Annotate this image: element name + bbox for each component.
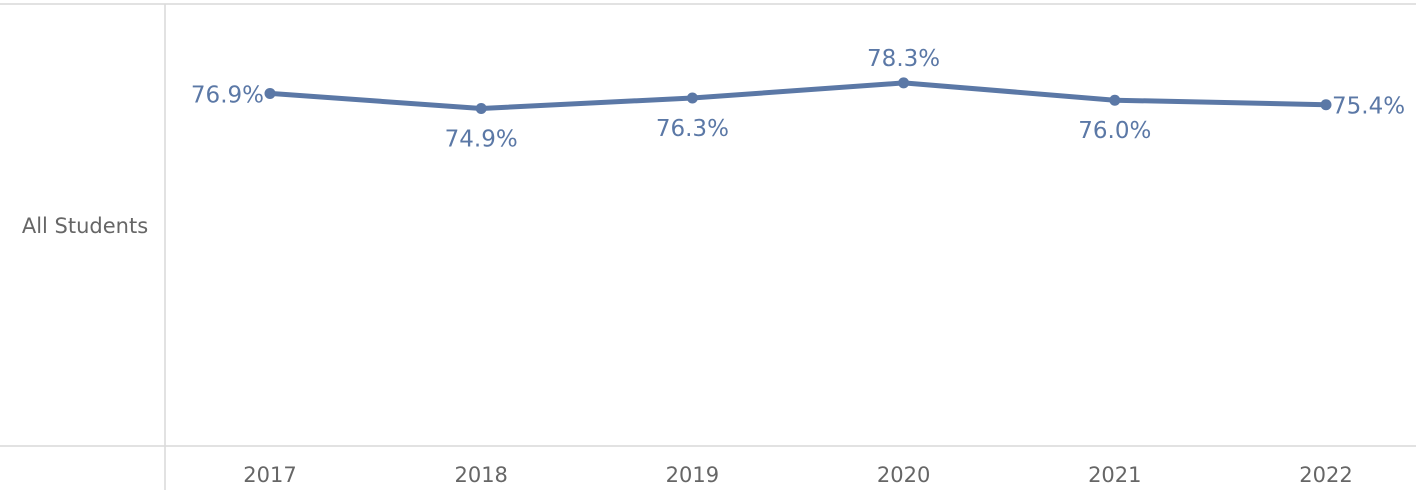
x-tick-label: 2021 xyxy=(1088,463,1141,487)
data-point xyxy=(475,102,487,114)
data-point xyxy=(1320,99,1332,111)
x-tick-label: 2018 xyxy=(454,463,507,487)
data-point xyxy=(1109,94,1121,106)
data-label: 76.3% xyxy=(656,116,729,142)
x-tick-label: 2017 xyxy=(243,463,296,487)
chart-marks: 76.9% 2017 74.9% 2018 76.3% 2019 78.3% 2020 76.0… xyxy=(191,46,1405,487)
x-tick-label: 2022 xyxy=(1299,463,1352,487)
data-label: 78.3% xyxy=(867,46,940,72)
row-label: All Students xyxy=(22,214,148,238)
x-tick-label: 2019 xyxy=(666,463,719,487)
series-line xyxy=(267,80,1329,111)
data-point xyxy=(898,77,910,89)
data-point xyxy=(264,87,276,99)
x-tick-label: 2020 xyxy=(877,463,930,487)
data-label: 74.9% xyxy=(445,126,518,152)
data-label: 75.4% xyxy=(1332,94,1405,120)
data-label: 76.9% xyxy=(191,82,264,108)
data-point xyxy=(686,92,698,104)
data-label: 76.0% xyxy=(1078,118,1151,144)
